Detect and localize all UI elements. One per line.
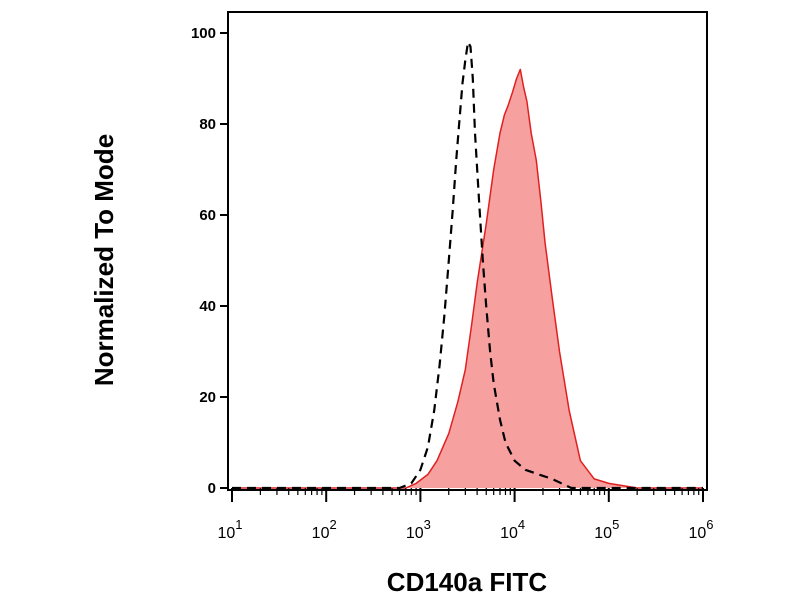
plot-area: 0 20 40 60 80 100 101 102 103 104 105 106	[191, 11, 714, 542]
x-axis-title: CD140a FITC	[387, 567, 548, 597]
x-tick-label: 105	[594, 517, 619, 542]
x-tick-label: 104	[500, 517, 525, 542]
plot-frame	[227, 11, 708, 491]
sample-histogram-line	[232, 68, 703, 489]
y-tick-label: 0	[208, 480, 216, 497]
y-tick-label: 60	[199, 207, 216, 224]
y-tick-label: 80	[199, 116, 216, 133]
y-tick-label: 40	[199, 298, 216, 315]
x-tick-label: 101	[217, 517, 242, 542]
x-tick-label: 103	[406, 517, 431, 542]
y-tick-label: 100	[191, 25, 216, 42]
y-tick-label: 20	[199, 389, 216, 406]
y-axis-title: Normalized To Mode	[89, 134, 119, 386]
sample-histogram-fill	[232, 69, 703, 489]
isotype-control-histogram	[232, 41, 703, 490]
x-tick-label: 106	[688, 517, 713, 542]
x-tick-label: 102	[312, 517, 337, 542]
